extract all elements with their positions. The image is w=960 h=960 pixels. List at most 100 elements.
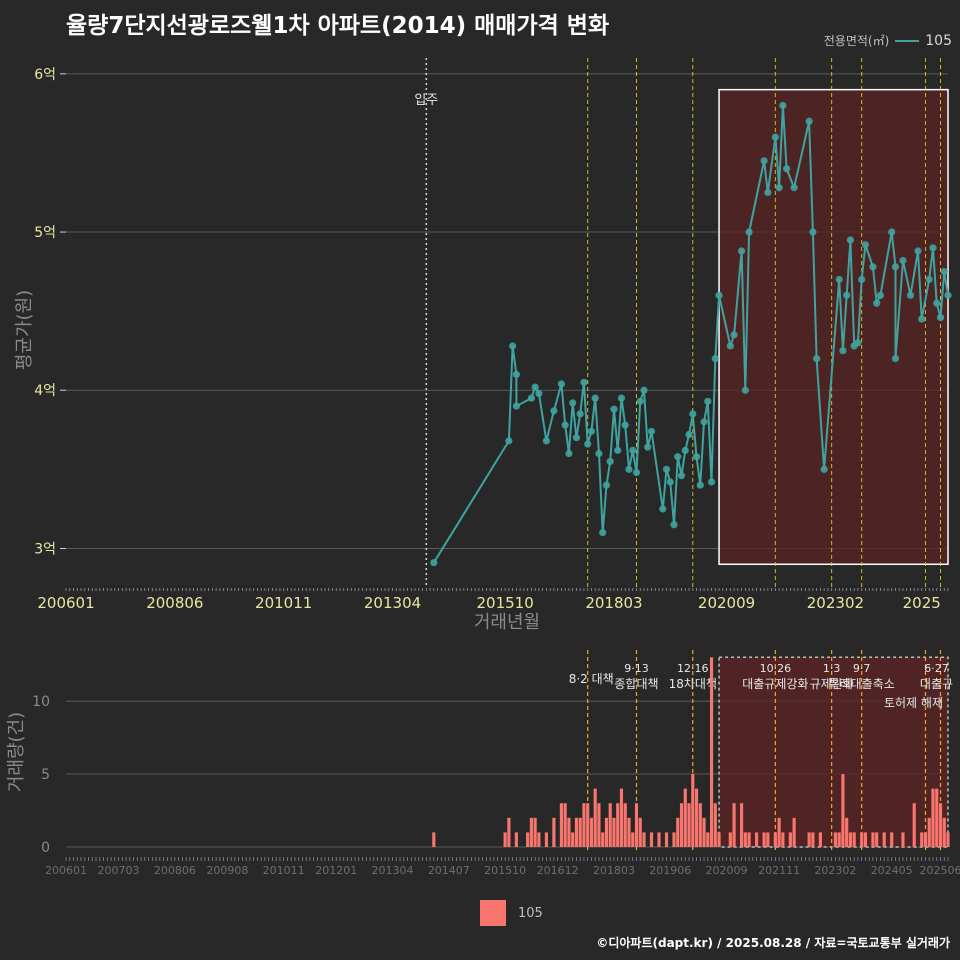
price-point bbox=[644, 443, 652, 451]
volume-bar bbox=[920, 832, 924, 847]
price-point bbox=[617, 394, 626, 402]
volume-bar bbox=[837, 832, 841, 847]
price-point bbox=[565, 449, 573, 458]
price-point bbox=[591, 394, 599, 402]
price-point bbox=[580, 378, 588, 386]
legend: 전용면적(㎡) 105 bbox=[824, 32, 952, 49]
volume-bar bbox=[702, 817, 706, 847]
price-point bbox=[775, 184, 783, 192]
price-point bbox=[809, 228, 817, 236]
volume-bar bbox=[728, 832, 732, 847]
volume-bar bbox=[687, 803, 691, 847]
bar-x-tick-label: 201510 bbox=[484, 864, 526, 877]
price-point bbox=[805, 117, 813, 125]
price-point bbox=[846, 236, 855, 244]
volume-bar bbox=[841, 774, 845, 847]
volume-bar bbox=[743, 832, 747, 847]
price-point bbox=[621, 421, 629, 429]
x-tick-label: 201803 bbox=[585, 594, 642, 612]
volume-bar bbox=[942, 817, 946, 847]
policy-label: 6·27 bbox=[924, 662, 949, 675]
price-point bbox=[647, 427, 656, 435]
price-point bbox=[715, 291, 723, 299]
price-point bbox=[550, 407, 558, 415]
x-tick-label: 200806 bbox=[146, 594, 203, 612]
price-point bbox=[666, 478, 674, 486]
bar-x-tick-label: 202111 bbox=[758, 864, 800, 877]
bar-x-tick-label: 202405 bbox=[871, 864, 913, 877]
price-point bbox=[535, 389, 543, 398]
volume-bar bbox=[526, 832, 530, 847]
volume-bar bbox=[582, 803, 586, 847]
volume-bar bbox=[747, 832, 751, 847]
price-point bbox=[557, 380, 566, 388]
bar-x-tick-label: 202506 bbox=[919, 864, 960, 877]
price-point bbox=[813, 354, 821, 363]
volume-bar bbox=[709, 657, 714, 847]
bar-x-tick-label: 201407 bbox=[428, 864, 470, 877]
volume-bar bbox=[627, 817, 631, 847]
price-point bbox=[505, 437, 513, 445]
volume-bar bbox=[589, 817, 594, 847]
price-point bbox=[741, 386, 749, 394]
price-point bbox=[940, 267, 948, 276]
price-point bbox=[835, 275, 843, 284]
bar-x-tick-label: 202302 bbox=[814, 864, 856, 877]
volume-bar bbox=[781, 832, 785, 847]
policy-label: 10·26 bbox=[760, 662, 792, 675]
volume-bar bbox=[871, 832, 875, 847]
x-axis-title: 거래년월 bbox=[474, 612, 540, 633]
volume-bar bbox=[507, 817, 511, 847]
volume-bar bbox=[938, 803, 943, 847]
price-point bbox=[610, 405, 618, 413]
bar-x-tick-label: 201011 bbox=[263, 864, 305, 877]
volume-bar bbox=[848, 832, 852, 847]
policy-label: 9·13 bbox=[624, 662, 649, 675]
price-point bbox=[576, 410, 584, 418]
volume-bar bbox=[529, 817, 533, 847]
price-point bbox=[933, 299, 941, 307]
price-point bbox=[891, 263, 900, 271]
bar-x-tick-label: 200908 bbox=[206, 864, 248, 877]
volume-bar bbox=[672, 832, 676, 847]
footer-credit: ©디아파트(dapt.kr) / 2025.08.28 / 자료=국토교통부 실… bbox=[596, 936, 950, 950]
x-tick-label: 201011 bbox=[255, 594, 312, 612]
x-tick-label: 202302 bbox=[807, 594, 864, 612]
price-point bbox=[704, 397, 712, 405]
volume-bar bbox=[882, 832, 886, 847]
volume-bar bbox=[514, 832, 518, 847]
bar-x-tick-label: 201201 bbox=[315, 864, 357, 877]
bar-x-tick-label: 200703 bbox=[98, 864, 140, 877]
bar-y-tick-label: 5 bbox=[41, 767, 50, 783]
price-point bbox=[662, 465, 671, 473]
bar-x-tick-label: 201803 bbox=[593, 864, 635, 877]
price-point bbox=[614, 446, 622, 454]
price-point bbox=[914, 247, 922, 255]
price-point bbox=[790, 184, 798, 192]
policy-label: 토허제 해제 bbox=[884, 696, 943, 710]
policy-label: 규제완화 bbox=[810, 677, 854, 691]
volume-bar bbox=[717, 832, 721, 847]
policy-label: 특례대출축소 bbox=[829, 677, 895, 691]
price-point bbox=[640, 386, 648, 394]
volume-bar bbox=[935, 788, 939, 847]
volume-bar bbox=[608, 803, 612, 847]
y-axis-title: 평균가(원) bbox=[14, 290, 35, 370]
bar-legend-swatch bbox=[480, 900, 506, 926]
price-point bbox=[899, 256, 907, 265]
price-point bbox=[561, 421, 569, 429]
volume-bar bbox=[923, 832, 928, 847]
volume-bar bbox=[683, 788, 687, 847]
x-tick-label: 202009 bbox=[698, 594, 755, 612]
volume-bar bbox=[792, 817, 796, 847]
volume-bar bbox=[616, 803, 620, 847]
volume-bar bbox=[691, 774, 695, 847]
volume-bar bbox=[552, 817, 556, 847]
price-point bbox=[430, 559, 438, 567]
volume-bar bbox=[657, 832, 661, 847]
price-point bbox=[726, 342, 734, 350]
price-point bbox=[681, 446, 689, 454]
volume-bar bbox=[638, 817, 642, 847]
price-point bbox=[891, 354, 900, 363]
